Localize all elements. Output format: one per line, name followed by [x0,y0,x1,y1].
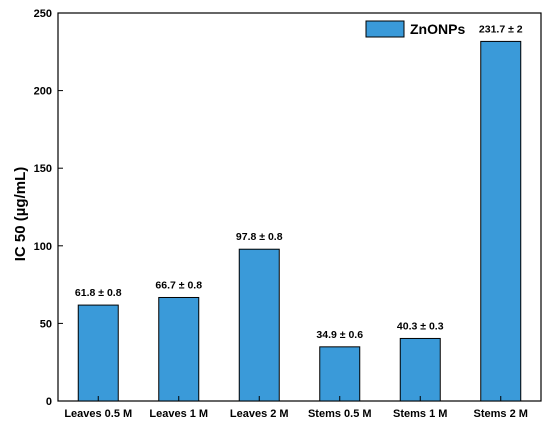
legend-label: ZnONPs [410,21,465,37]
data-labels: 61.8 ± 0.8 66.7 ± 0.8 97.8 ± 0.8 34.9 ± 0.6… [75,23,523,340]
data-label: 231.7 ± 2 [479,23,523,35]
bar-5 [399,337,441,402]
bar-3 [238,248,280,402]
y-tick-label: 100 [34,241,52,253]
x-tick-label: Stems 1 M [393,408,447,420]
y-tick-label: 0 [46,396,52,408]
x-tick-label: Leaves 2 M [230,408,289,420]
data-label: 61.8 ± 0.8 [75,287,122,299]
y-tick-label: 200 [34,86,52,98]
plot-frame [57,12,542,402]
data-label: 40.3 ± 0.3 [397,320,444,332]
bar-1 [77,304,119,402]
y-axis-label: IC 50 (µg/mL) [12,167,29,261]
y-tick-label: 150 [34,163,52,175]
legend-swatch [365,20,405,38]
x-tick-label: Stems 0.5 M [308,408,372,420]
data-label: 34.9 ± 0.6 [316,329,363,341]
bar-4 [319,346,361,402]
data-label: 66.7 ± 0.8 [155,279,202,291]
bars [77,40,522,402]
legend: ZnONPs [365,20,465,38]
bar-6 [480,40,522,402]
data-label: 97.8 ± 0.8 [236,231,283,243]
x-tick-label: Stems 2 M [474,408,528,420]
y-tick-label: 250 [34,8,52,20]
plot-border [57,12,542,402]
bar-2 [158,296,200,402]
y-tick-label: 50 [40,318,52,330]
y-axis-ticks: 0 50 100 150 200 250 [34,8,63,408]
x-tick-label: Leaves 0.5 M [64,408,132,420]
x-tick-label: Leaves 1 M [149,408,208,420]
x-axis-labels: Leaves 0.5 M Leaves 1 M Leaves 2 M Stems 0.… [64,396,528,420]
